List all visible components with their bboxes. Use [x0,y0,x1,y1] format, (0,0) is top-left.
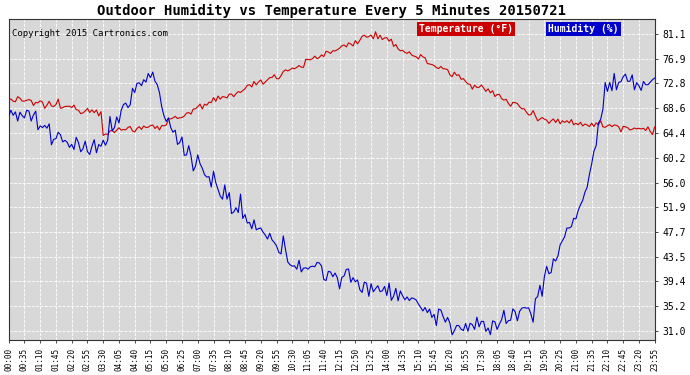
Text: Humidity (%): Humidity (%) [548,24,619,34]
Text: Temperature (°F): Temperature (°F) [419,24,513,34]
Text: Copyright 2015 Cartronics.com: Copyright 2015 Cartronics.com [12,29,168,38]
Title: Outdoor Humidity vs Temperature Every 5 Minutes 20150721: Outdoor Humidity vs Temperature Every 5 … [97,4,566,18]
